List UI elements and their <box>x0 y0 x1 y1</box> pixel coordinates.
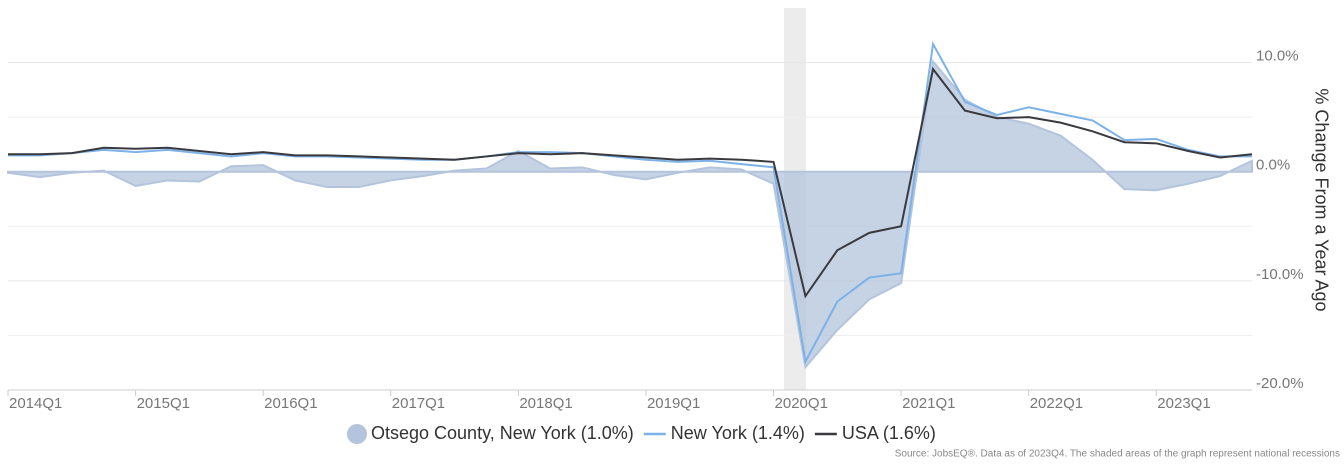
source-note: Source: JobsEQ®. Data as of 2023Q4. The … <box>895 449 1340 460</box>
y-axis-label: % Change From a Year Ago <box>1311 88 1331 311</box>
line <box>8 66 1253 299</box>
x-tick-label: 2022Q1 <box>1030 395 1083 412</box>
x-tick-label: 2018Q1 <box>519 395 572 412</box>
y-tick-label: 0.0% <box>1256 157 1290 174</box>
x-tick-label: 2014Q1 <box>9 395 62 412</box>
x-tick-label: 2019Q1 <box>647 395 700 412</box>
legend-label: New York (1.4%) <box>671 423 805 443</box>
legend-label: USA (1.6%) <box>842 423 936 443</box>
x-tick-label: 2021Q1 <box>902 395 955 412</box>
legend-swatch <box>347 424 367 444</box>
line <box>8 40 1252 365</box>
x-tick-label: 2016Q1 <box>264 395 317 412</box>
y-tick-label: -10.0% <box>1256 266 1304 283</box>
area <box>7 59 1253 370</box>
x-tick-label: 2017Q1 <box>392 395 445 412</box>
x-tick-label: 2020Q1 <box>775 395 828 412</box>
x-tick-label: 2015Q1 <box>137 395 190 412</box>
x-tick-label: 2023Q1 <box>1157 395 1210 412</box>
legend-label: Otsego County, New York (1.0%) <box>371 423 634 443</box>
y-tick-label: 10.0% <box>1256 48 1299 65</box>
y-tick-label: -20.0% <box>1256 375 1304 392</box>
